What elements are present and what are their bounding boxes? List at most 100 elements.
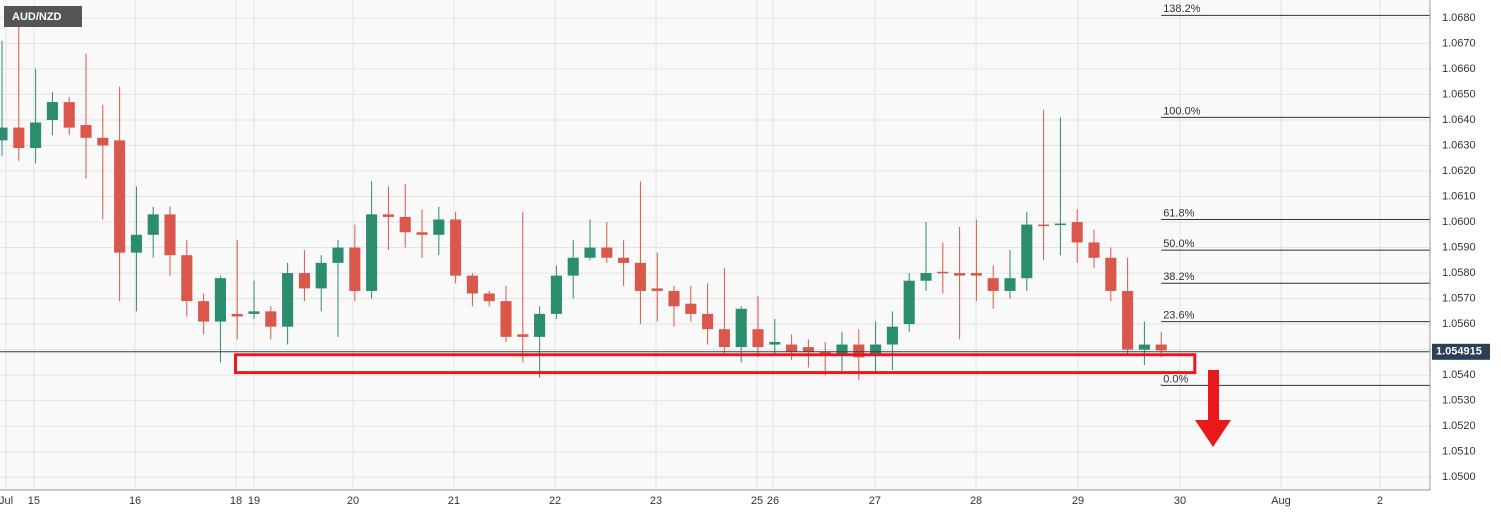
candle-body: [987, 278, 999, 291]
candle-body: [1122, 290, 1134, 350]
candle-body: [1105, 257, 1117, 291]
candle-body: [769, 341, 781, 345]
last-price-badge: [1432, 343, 1490, 360]
fib-level-label: 50.0%: [1163, 238, 1194, 250]
candle-body: [970, 273, 982, 276]
candle-body: [382, 214, 394, 217]
candle-body: [702, 313, 714, 330]
candle-body: [114, 140, 126, 253]
candle-body: [1138, 344, 1150, 350]
candle-body: [315, 262, 327, 289]
candle-body: [718, 329, 730, 348]
candle-body: [214, 278, 226, 322]
last-price-label: 1.054915: [1436, 346, 1482, 358]
candle-body: [886, 326, 898, 345]
candle-body: [1054, 223, 1066, 226]
candle-body: [1021, 224, 1033, 279]
x-tick-label: 2: [1377, 495, 1383, 507]
x-tick-label: Jul: [0, 495, 13, 507]
candle-body: [450, 219, 462, 276]
candle-body: [634, 262, 646, 291]
candle-body: [752, 329, 764, 348]
candle-body: [668, 290, 680, 307]
fib-level-label: 61.8%: [1163, 207, 1194, 219]
y-tick-label: 1.0560: [1442, 318, 1476, 330]
candle-body: [517, 334, 529, 337]
y-tick-label: 1.0610: [1442, 190, 1476, 202]
candle-body: [735, 308, 747, 348]
fib-level-label: 23.6%: [1163, 309, 1194, 321]
candle-body: [1038, 224, 1050, 227]
candle-body: [399, 216, 411, 233]
x-tick-label: Aug: [1271, 495, 1291, 507]
candle-body: [13, 127, 25, 149]
marks: [0, 10, 1430, 386]
candle-body: [567, 257, 579, 276]
candle-body: [550, 275, 562, 314]
candle-body: [870, 344, 882, 355]
candle-body: [198, 301, 210, 322]
chart-title: AUD/NZD: [12, 11, 62, 23]
candle-body: [298, 273, 310, 289]
y-tick-label: 1.0520: [1442, 420, 1476, 432]
candle-body: [332, 247, 344, 263]
candle-body: [130, 234, 142, 253]
x-tick-label: 19: [248, 495, 260, 507]
candle-body: [349, 247, 361, 291]
y-tick-label: 1.0530: [1442, 395, 1476, 407]
candle-body: [466, 275, 478, 294]
candle-body: [954, 273, 966, 276]
candle-body: [416, 232, 428, 235]
x-tick-label: 20: [347, 495, 359, 507]
candle-body: [63, 102, 75, 128]
fib-level-label: 38.2%: [1163, 271, 1194, 283]
candle-body: [433, 219, 445, 235]
candle-body: [46, 102, 58, 120]
candle-body: [618, 257, 630, 263]
x-tick-label: 16: [129, 495, 141, 507]
candle-body: [181, 255, 193, 302]
candle-body: [1071, 222, 1083, 243]
candle-body: [1155, 344, 1167, 351]
candle-body: [97, 137, 109, 146]
x-tick-label: 25: [751, 495, 763, 507]
candle-body: [30, 122, 42, 149]
candle-body: [282, 273, 294, 327]
candle-body: [920, 273, 932, 281]
candle-body: [164, 214, 176, 256]
candle-body: [853, 344, 865, 358]
candle-body: [651, 288, 663, 291]
candle-body: [534, 313, 546, 337]
y-tick-label: 1.0650: [1442, 88, 1476, 100]
y-tick-label: 1.0640: [1442, 114, 1476, 126]
x-tick-label: 27: [869, 495, 881, 507]
candle-body: [685, 303, 697, 314]
x-tick-label: 28: [970, 495, 982, 507]
y-tick-label: 1.0680: [1442, 12, 1476, 24]
y-tick-label: 1.0540: [1442, 369, 1476, 381]
y-tick-label: 1.0600: [1442, 216, 1476, 228]
candle-body: [231, 313, 243, 317]
candle-body: [584, 247, 596, 258]
x-tick-label: 23: [650, 495, 662, 507]
y-tick-label: 1.0510: [1442, 446, 1476, 458]
candle-body: [366, 214, 378, 291]
grid: [0, 0, 1430, 490]
y-tick-label: 1.0570: [1442, 293, 1476, 305]
title-box: [4, 6, 82, 27]
candle-body: [0, 127, 8, 141]
y-tick-label: 1.0580: [1442, 267, 1476, 279]
down-arrow: [1195, 370, 1231, 447]
fib-level-label: 138.2%: [1163, 3, 1201, 15]
plot-area: [0, 0, 1430, 490]
x-tick-label: 15: [28, 495, 40, 507]
candle-body: [147, 214, 159, 235]
x-tick-label: 29: [1072, 495, 1084, 507]
candle-body: [786, 344, 798, 353]
y-tick-label: 1.0670: [1442, 37, 1476, 49]
candle-body: [1088, 242, 1100, 258]
y-tick-label: 1.0590: [1442, 241, 1476, 253]
support-zone: [234, 353, 1197, 375]
